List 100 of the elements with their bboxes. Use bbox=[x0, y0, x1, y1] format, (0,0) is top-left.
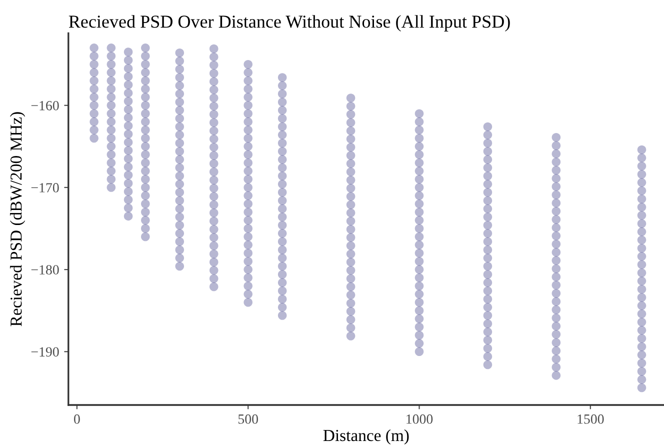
point bbox=[278, 114, 287, 123]
point bbox=[278, 130, 287, 140]
point bbox=[346, 266, 356, 275]
point bbox=[483, 180, 492, 189]
point bbox=[483, 196, 492, 205]
point bbox=[106, 142, 116, 151]
point bbox=[244, 224, 252, 233]
point bbox=[346, 110, 356, 119]
point bbox=[552, 288, 561, 298]
point bbox=[483, 172, 492, 180]
point bbox=[244, 134, 252, 143]
point bbox=[637, 326, 646, 335]
point bbox=[141, 44, 150, 52]
point bbox=[346, 176, 356, 184]
point bbox=[552, 362, 561, 372]
point bbox=[106, 126, 116, 134]
point bbox=[124, 138, 133, 147]
point bbox=[414, 339, 424, 348]
point bbox=[278, 106, 287, 115]
point bbox=[483, 328, 492, 336]
point bbox=[244, 265, 252, 274]
point bbox=[483, 163, 492, 172]
point bbox=[346, 167, 356, 176]
point bbox=[244, 76, 252, 86]
point bbox=[483, 237, 492, 246]
point bbox=[106, 52, 116, 61]
point bbox=[552, 158, 561, 166]
point bbox=[278, 237, 287, 246]
point bbox=[346, 233, 356, 242]
point bbox=[90, 117, 98, 126]
point bbox=[552, 182, 561, 192]
point bbox=[106, 166, 116, 176]
point bbox=[106, 174, 116, 184]
point bbox=[244, 100, 252, 110]
point bbox=[175, 90, 184, 98]
point bbox=[346, 224, 356, 234]
point bbox=[278, 138, 287, 148]
point bbox=[278, 245, 287, 254]
point bbox=[244, 92, 252, 102]
point bbox=[637, 383, 646, 392]
point bbox=[141, 68, 150, 77]
point bbox=[414, 166, 424, 176]
point bbox=[90, 84, 98, 94]
point bbox=[209, 159, 218, 168]
point bbox=[346, 142, 356, 152]
point bbox=[278, 180, 287, 189]
point bbox=[637, 342, 646, 352]
point bbox=[175, 220, 184, 230]
point bbox=[637, 194, 646, 204]
point bbox=[483, 122, 492, 132]
point bbox=[346, 258, 356, 267]
point bbox=[244, 290, 252, 299]
point bbox=[552, 240, 561, 248]
point bbox=[278, 155, 287, 164]
point bbox=[414, 306, 424, 315]
point bbox=[106, 60, 116, 69]
point bbox=[209, 68, 218, 78]
point bbox=[346, 282, 356, 292]
point bbox=[483, 188, 492, 197]
point bbox=[552, 232, 561, 240]
point bbox=[244, 60, 252, 69]
point bbox=[552, 272, 561, 282]
point bbox=[175, 212, 184, 222]
point bbox=[209, 44, 218, 54]
point bbox=[278, 311, 287, 320]
point bbox=[244, 298, 252, 307]
point bbox=[124, 113, 133, 122]
point bbox=[209, 258, 218, 267]
point bbox=[141, 117, 150, 126]
point bbox=[414, 126, 424, 134]
point bbox=[483, 278, 492, 288]
point bbox=[637, 236, 646, 244]
point bbox=[124, 162, 133, 172]
point bbox=[346, 307, 356, 316]
point bbox=[414, 208, 424, 216]
point bbox=[124, 170, 133, 180]
point bbox=[637, 276, 646, 286]
point bbox=[346, 298, 356, 308]
point bbox=[552, 305, 561, 314]
point bbox=[414, 330, 424, 340]
point bbox=[209, 233, 218, 242]
point bbox=[637, 202, 646, 212]
point bbox=[483, 344, 492, 353]
point bbox=[637, 244, 646, 253]
point bbox=[483, 294, 492, 304]
point bbox=[278, 270, 287, 279]
point bbox=[244, 248, 252, 258]
y-tick-label: −170 bbox=[31, 183, 59, 192]
point bbox=[209, 241, 218, 250]
point bbox=[106, 68, 116, 77]
point bbox=[244, 232, 252, 242]
point bbox=[90, 92, 98, 102]
point bbox=[244, 191, 252, 200]
point bbox=[637, 334, 646, 343]
point bbox=[414, 273, 424, 282]
point bbox=[209, 167, 218, 176]
point bbox=[209, 134, 218, 144]
point bbox=[552, 190, 561, 200]
point bbox=[552, 174, 561, 183]
point bbox=[141, 232, 150, 242]
